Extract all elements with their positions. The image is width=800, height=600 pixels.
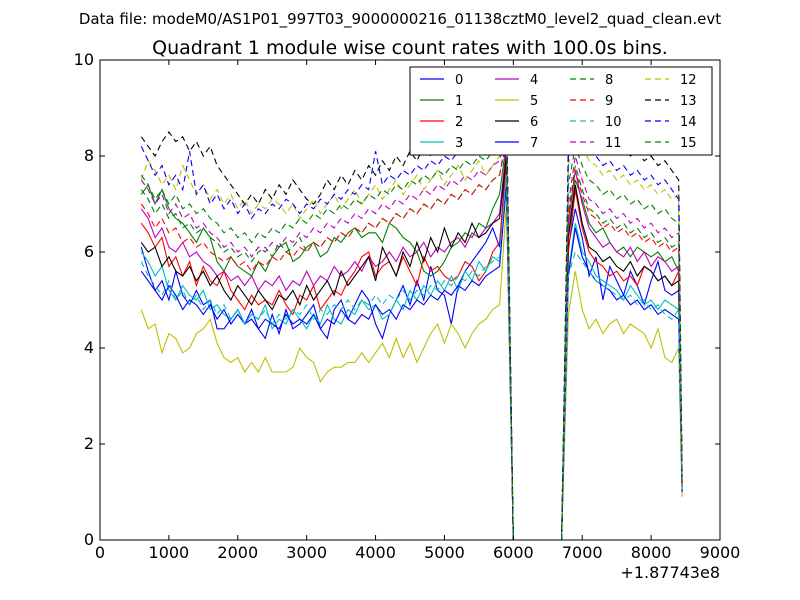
figure-suptitle: Data file: modeM0/AS1P01_997T03_90000002… bbox=[79, 10, 721, 29]
y-tick-label: 2 bbox=[84, 434, 94, 453]
series-line-6 bbox=[140, 155, 683, 540]
legend-label-14: 14 bbox=[680, 115, 697, 130]
x-tick-label: 9000 bbox=[700, 543, 741, 562]
legend-label-15: 15 bbox=[680, 136, 697, 151]
legend-label-0: 0 bbox=[455, 73, 463, 88]
x-tick-label: 6000 bbox=[493, 543, 534, 562]
x-tick-label: 5000 bbox=[424, 543, 465, 562]
x-tick-label: 0 bbox=[95, 543, 105, 562]
legend-label-12: 12 bbox=[680, 73, 697, 88]
y-tick-label: 8 bbox=[84, 146, 94, 165]
ticks-layer: 0 1000 2000 3000 4000 5000 6000 7000 8000 9000 0 2 4… bbox=[74, 50, 741, 562]
series-layer bbox=[140, 98, 683, 540]
chart-title: Quadrant 1 module wise count rates with … bbox=[152, 37, 668, 59]
series-line-13 bbox=[140, 98, 683, 540]
legend-label-9: 9 bbox=[605, 94, 613, 109]
x-tick-label: 3000 bbox=[286, 543, 327, 562]
series-line-10 bbox=[140, 175, 683, 540]
legend-label-10: 10 bbox=[605, 115, 622, 130]
y-tick-label: 4 bbox=[84, 338, 94, 357]
legend-label-7: 7 bbox=[530, 136, 538, 151]
x-tick-label: 7000 bbox=[562, 543, 603, 562]
x-offset-label: +1.87743e8 bbox=[620, 563, 720, 582]
y-tick-label: 10 bbox=[74, 50, 94, 69]
legend-box bbox=[409, 66, 713, 156]
x-tick-label: 2000 bbox=[217, 543, 258, 562]
series-line-5 bbox=[140, 203, 683, 540]
series-line-1 bbox=[140, 141, 683, 540]
y-tick-label: 6 bbox=[84, 242, 94, 261]
series-line-7 bbox=[140, 184, 683, 540]
legend-label-11: 11 bbox=[605, 136, 622, 151]
x-tick-label: 8000 bbox=[631, 543, 672, 562]
series-line-11 bbox=[140, 131, 683, 540]
legend-label-6: 6 bbox=[530, 115, 538, 130]
legend-label-1: 1 bbox=[455, 94, 463, 109]
legend-label-8: 8 bbox=[605, 73, 613, 88]
legend-label-4: 4 bbox=[530, 73, 538, 88]
legend-label-2: 2 bbox=[455, 115, 463, 130]
legend-label-13: 13 bbox=[680, 94, 697, 109]
legend-label-3: 3 bbox=[455, 136, 463, 151]
x-tick-label: 1000 bbox=[149, 543, 190, 562]
series-line-9 bbox=[140, 141, 683, 540]
axes-frame bbox=[99, 59, 721, 541]
series-line-12 bbox=[140, 127, 683, 540]
series-line-3 bbox=[140, 179, 683, 540]
series-line-14 bbox=[140, 107, 683, 540]
legend-label-5: 5 bbox=[530, 94, 538, 109]
x-tick-label: 4000 bbox=[355, 543, 396, 562]
series-line-4 bbox=[140, 146, 683, 540]
y-tick-label: 0 bbox=[84, 530, 94, 549]
series-line-15 bbox=[140, 122, 683, 540]
